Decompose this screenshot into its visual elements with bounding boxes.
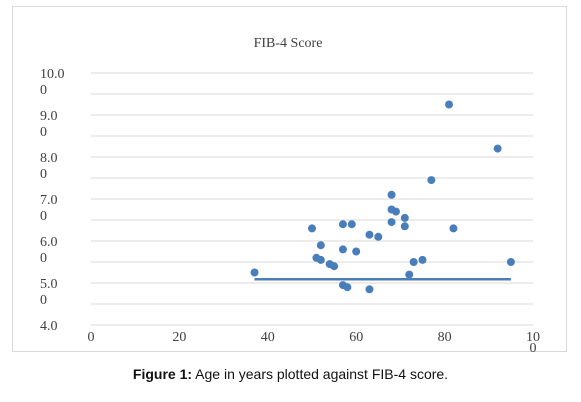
- y-tick-label: 4.0: [40, 319, 58, 334]
- data-point: [387, 190, 396, 199]
- data-points: [250, 100, 515, 294]
- data-point: [449, 224, 458, 233]
- y-tick-label: 9.0 0: [40, 109, 58, 140]
- data-point: [347, 220, 356, 229]
- fib4-scatter-chart: FIB-4 Score 4.0 5.0 0 6.0 0 7.0 0 8.0 0 9.0 0 10.0 0…: [40, 36, 540, 353]
- y-tick-label: 10.0 0: [40, 67, 65, 98]
- x-tick-label: 20: [172, 330, 186, 345]
- gridlines: [91, 72, 533, 326]
- data-point: [409, 258, 418, 266]
- data-point: [506, 258, 515, 266]
- data-point: [316, 241, 325, 250]
- x-tick-label: 40: [261, 330, 275, 345]
- x-tick-label: 10 0: [526, 330, 540, 353]
- x-tick-label: 60: [349, 330, 363, 345]
- data-point: [400, 213, 409, 222]
- figure-caption: Figure 1: Age in years plotted against F…: [0, 366, 581, 382]
- data-point: [365, 285, 374, 294]
- y-tick-label: 5.0 0: [40, 277, 58, 308]
- data-point: [493, 144, 502, 153]
- data-point: [308, 224, 316, 233]
- chart-frame: FIB-4 Score 4.0 5.0 0 6.0 0 7.0 0 8.0 0 9.0 0 10.0 0…: [12, 6, 567, 353]
- data-point: [343, 283, 352, 292]
- data-point: [445, 100, 454, 109]
- data-point: [387, 218, 396, 227]
- caption-label: Figure 1:: [132, 366, 193, 382]
- data-point: [338, 245, 347, 254]
- data-point: [400, 222, 409, 231]
- data-point: [250, 268, 259, 277]
- y-tick-label: 6.0 0: [40, 235, 58, 266]
- data-point: [352, 247, 361, 256]
- axis-tick-labels: 4.0 5.0 0 6.0 0 7.0 0 8.0 0 9.0 0 10.0 0 0 20 40 60 80 10 0: [40, 67, 540, 353]
- caption-text: Age in years plotted against FIB-4 score…: [192, 366, 449, 382]
- data-point: [427, 176, 436, 185]
- y-tick-label: 8.0 0: [40, 151, 58, 182]
- data-point: [316, 255, 325, 264]
- data-point: [330, 262, 339, 271]
- data-point: [365, 230, 374, 239]
- data-point: [374, 232, 383, 241]
- y-tick-label: 7.0 0: [40, 193, 58, 224]
- data-point: [405, 270, 414, 279]
- x-tick-label: 0: [88, 330, 95, 345]
- chart-title: FIB-4 Score: [254, 36, 323, 51]
- x-tick-label: 80: [438, 330, 452, 345]
- data-point: [391, 207, 400, 216]
- data-point: [338, 220, 347, 229]
- data-point: [418, 255, 427, 264]
